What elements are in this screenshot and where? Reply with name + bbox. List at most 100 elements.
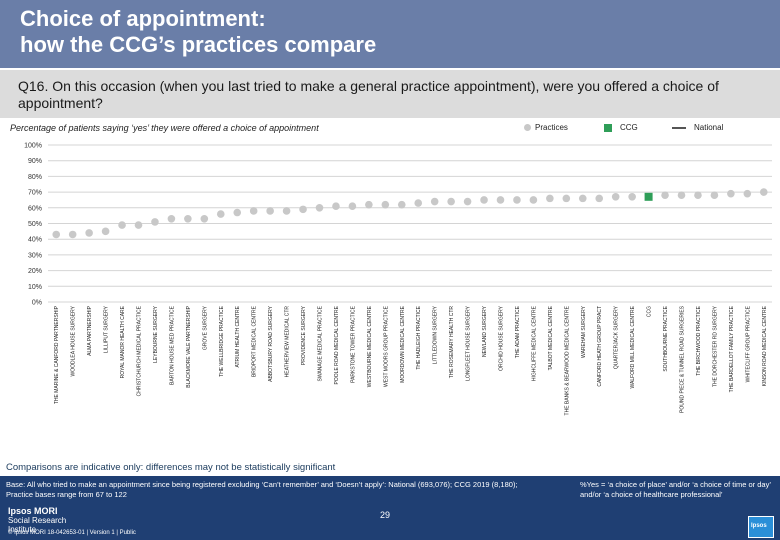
y-tick-label: 100% [24,143,42,150]
y-tick-label: 50% [28,221,42,228]
legend-ccg: CCG [604,123,638,132]
footer: Base: All who tried to make an appointme… [0,476,780,540]
x-category-label: THE MARINE & CANFORD PARTNERSHIP [54,305,60,404]
practice-point [397,200,406,209]
legend-national: National [672,123,723,132]
comparison-note: Comparisons are indicative only: differe… [6,462,336,473]
x-category-label: LEYBOURNE SURGERY [153,305,159,363]
practice-point [134,221,143,229]
x-category-label: THE WELLBRIDGE PRACTICE [219,305,225,377]
title-line-2: how the CCG’s practices compare [20,32,377,57]
x-category-label: CCG [647,306,653,317]
practice-point [52,230,61,239]
question-band: Q16. On this occasion (when you last tri… [0,70,780,118]
x-category-label: ALMA PARTNERSHIP [87,305,93,355]
legend-ccg-label: CCG [620,123,638,132]
practice-point [480,196,488,204]
y-tick-label: 60% [28,205,42,212]
practice-point [266,207,274,215]
x-category-label: ABBOTSBURY ROAD SURGERY [268,305,274,382]
practice-point [611,193,620,201]
practice-point [496,196,505,204]
x-category-label: LITTLEDOWN SURGERY [433,305,439,364]
practice-point [101,227,110,236]
x-category-label: LILLIPUT SURGERY [104,305,110,353]
x-category-label: HEATHERVIEW MEDICAL CTR [285,306,291,378]
x-category-label: BRIDPORT MEDICAL CENTRE [252,305,258,377]
practice-point [628,193,636,201]
practice-point [661,191,669,200]
x-category-label: BLACKMORE VALE PARTNERSHIP [186,305,192,387]
x-category-label: THE BANKS & BEARWOOD MEDICAL CENTRE [564,305,570,415]
x-category-label: SOUTHBOURNE PRACTICE [663,305,669,371]
practice-point [677,191,686,200]
x-category-label: LONGFLEET HOUSE SURGERY [466,305,472,380]
practice-point [118,221,126,229]
y-tick-label: 10% [28,284,42,291]
ipsos-mori-logo: Ipsos MORI Social Research Institute [8,506,66,534]
x-category-label: CANFORD HEATH GROUP PRACT [597,306,603,387]
y-tick-label: 70% [28,190,42,197]
logo-main: Ipsos MORI [8,506,58,516]
practice-point [727,189,735,198]
x-category-label: HIGHCLIFFE MEDICAL CENTRE [531,305,537,381]
practice-point [68,230,77,239]
practice-point [315,204,324,212]
page-number: 29 [380,510,391,520]
page-title: Choice of appointment: how the CCG’s pra… [20,6,620,58]
national-line-icon [672,126,686,129]
practice-point [463,197,472,206]
x-category-label: CHRISTCHURCH MEDICAL PRACTICE [137,305,143,396]
practice-point [381,200,390,209]
practice-point [513,196,521,204]
legend-practices: Practices [524,123,568,132]
y-tick-label: 40% [28,237,42,244]
practice-point [200,214,209,223]
practice-point [447,197,455,206]
x-category-label: MOORDOWN MEDICAL CENTRE [400,305,406,382]
x-category-label: THE ADAM PRACTICE [515,305,521,358]
practice-point [759,188,768,196]
footnote-text: %Yes = ‘a choice of place’ and/or ‘a cho… [580,480,771,499]
header-banner: Choice of appointment: how the CCG’s pra… [0,0,780,68]
x-category-label: ROYAL MANOR HEALTH CARE [120,305,126,378]
practice-point [299,205,307,214]
logo-sub-2: Institute [8,525,37,534]
logo-sub-1: Social Research [8,516,67,525]
practice-point [282,207,291,215]
x-category-label: THE ROSEMARY HEALTH CTR [449,306,455,379]
practice-point [348,202,357,211]
practice-point [430,197,439,206]
x-category-label: THE HADLEIGH PRACTICE [416,305,422,369]
x-category-label: GROVE SURGERY [202,305,208,350]
x-category-label: KINSON ROAD MEDICAL CENTRE [762,305,768,386]
x-category-label: WEST MOORS GROUP PRACTICE [383,305,389,387]
x-category-label: POOLE ROAD MEDICAL CENTRE [334,305,340,384]
y-tick-label: 80% [28,174,42,181]
x-category-label: WESTBOURNE MEDICAL CENTRE [367,305,373,387]
x-category-label: ATRIUM HEALTH CENTRE [235,305,241,367]
ccg-point [644,192,653,201]
base-text: Base: All who tried to make an appointme… [6,480,518,499]
x-category-label: QUARTERJACK SURGERY [614,305,620,369]
x-category-label: TALBOT MEDICAL CENTRE [548,305,554,370]
practice-point [249,207,258,215]
x-category-label: POUND PIECE & TUNNEL ROAD SURGERIES [680,305,686,413]
ipsos-badge-logo: Ipsos [748,516,774,538]
x-category-label: WHITECLIFF GROUP PRACTICE [745,305,751,382]
practice-point [595,194,604,203]
practice-marker-icon [524,124,531,132]
x-category-label: SWANAGE MEDICAL PRACTICE [318,305,324,381]
y-tick-label: 30% [28,252,42,259]
x-category-label: NEWLAND SURGERY [482,305,488,357]
copyright: © Ipsos MORI 18-042653-01 | Version 1 | … [8,530,136,536]
practice-point [233,208,242,217]
practice-point [529,196,538,204]
practice-point [216,210,225,218]
practice-point [151,218,159,226]
x-category-label: PROVIDENCE SURGERY [301,305,307,365]
choice-of-appointment-chart: 0% 10% 20% 30% 40% 50% 60% 70% 80% 90% 100% THE MAR… [24,143,772,415]
practice-point [332,202,340,211]
chart-subtitle: Percentage of patients saying ‘yes’ they… [10,123,319,133]
ipsos-badge-text: Ipsos [751,523,767,529]
